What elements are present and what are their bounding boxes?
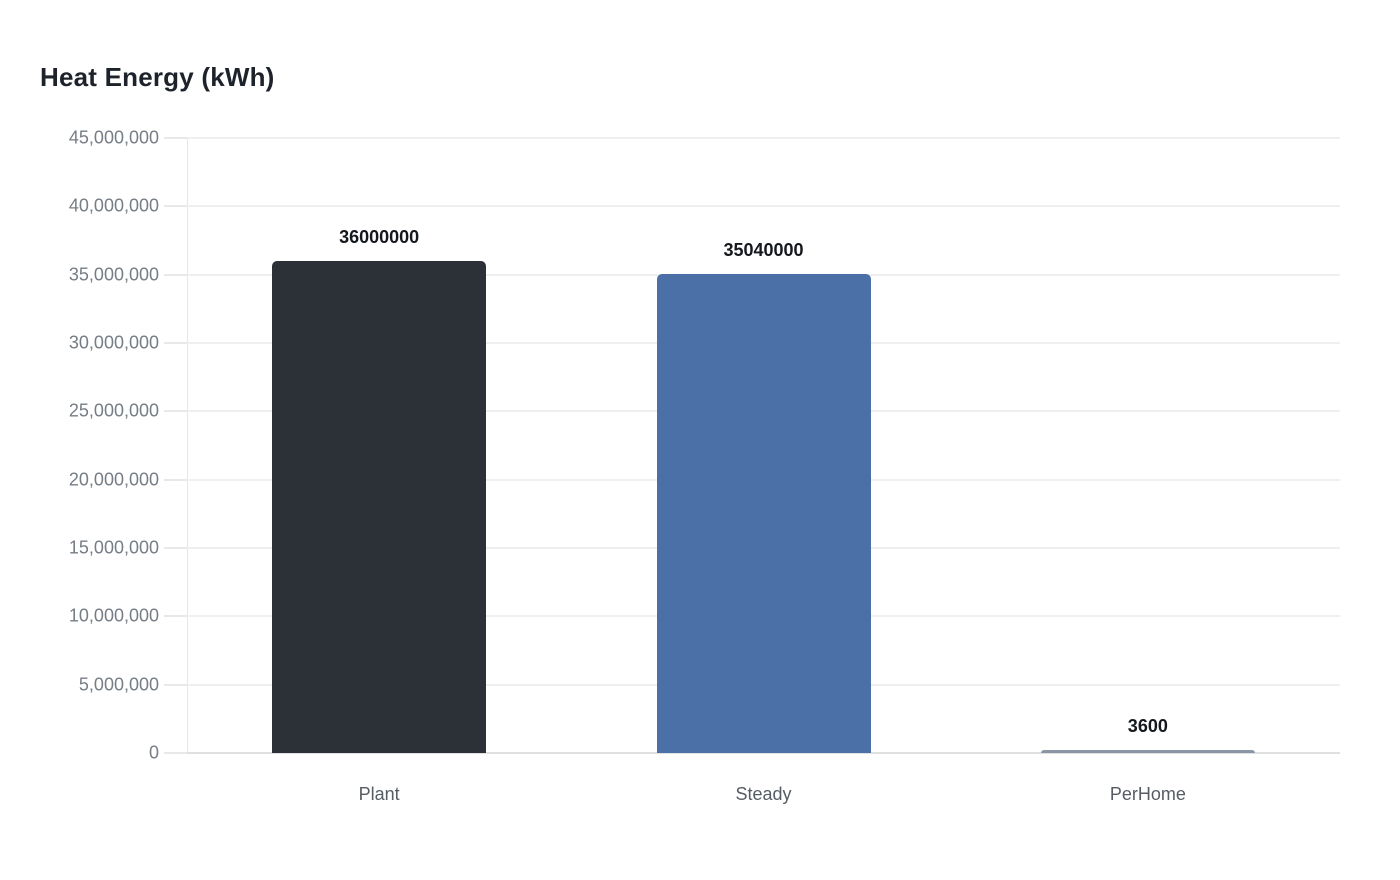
y-tick-mark: [164, 683, 187, 686]
y-tick-label: 35,000,000: [68, 264, 159, 285]
y-tick-label: 20,000,000: [68, 469, 159, 490]
y-tick-mark: [164, 410, 187, 413]
y-tick-label: 5,000,000: [78, 674, 159, 695]
y-tick-mark: [164, 205, 187, 208]
gridline: [187, 205, 1340, 208]
bar-plant[interactable]: [272, 261, 487, 753]
y-tick-label: 40,000,000: [68, 195, 159, 216]
x-tick-label: Plant: [358, 784, 400, 804]
x-axis-baseline: [187, 752, 1340, 754]
gridline: [187, 137, 1340, 139]
plot-area: 0 5,000,000 10,000,000 15,000,000 20,000,000…: [69, 128, 1340, 804]
y-tick-label: 25,000,000: [68, 400, 159, 421]
y-tick-label: 15,000,000: [68, 537, 159, 558]
y-tick-mark: [164, 342, 187, 344]
bar-value-label: 35040000: [723, 240, 804, 261]
y-tick-label: 45,000,000: [68, 127, 159, 148]
y-tick-mark: [164, 273, 187, 276]
bar-value-label: 36000000: [339, 227, 420, 247]
y-tick-mark: [164, 615, 187, 618]
y-tick-mark: [164, 752, 187, 754]
x-tick-label: Steady: [735, 784, 792, 804]
y-tick-mark: [164, 547, 187, 549]
bar-perhome[interactable]: [1040, 750, 1255, 753]
bar-value-label: 3600: [1127, 716, 1168, 736]
x-tick-label: PerHome: [1109, 784, 1186, 804]
y-tick-label: 0: [148, 742, 159, 763]
y-tick-mark: [164, 137, 187, 139]
y-tick-label: 10,000,000: [68, 605, 159, 626]
y-tick-mark: [164, 478, 187, 481]
y-axis-line: [187, 138, 188, 753]
chart-title: Heat Energy (kWh): [40, 62, 275, 92]
bar-steady[interactable]: [656, 274, 871, 753]
y-tick-label: 30,000,000: [68, 332, 159, 353]
